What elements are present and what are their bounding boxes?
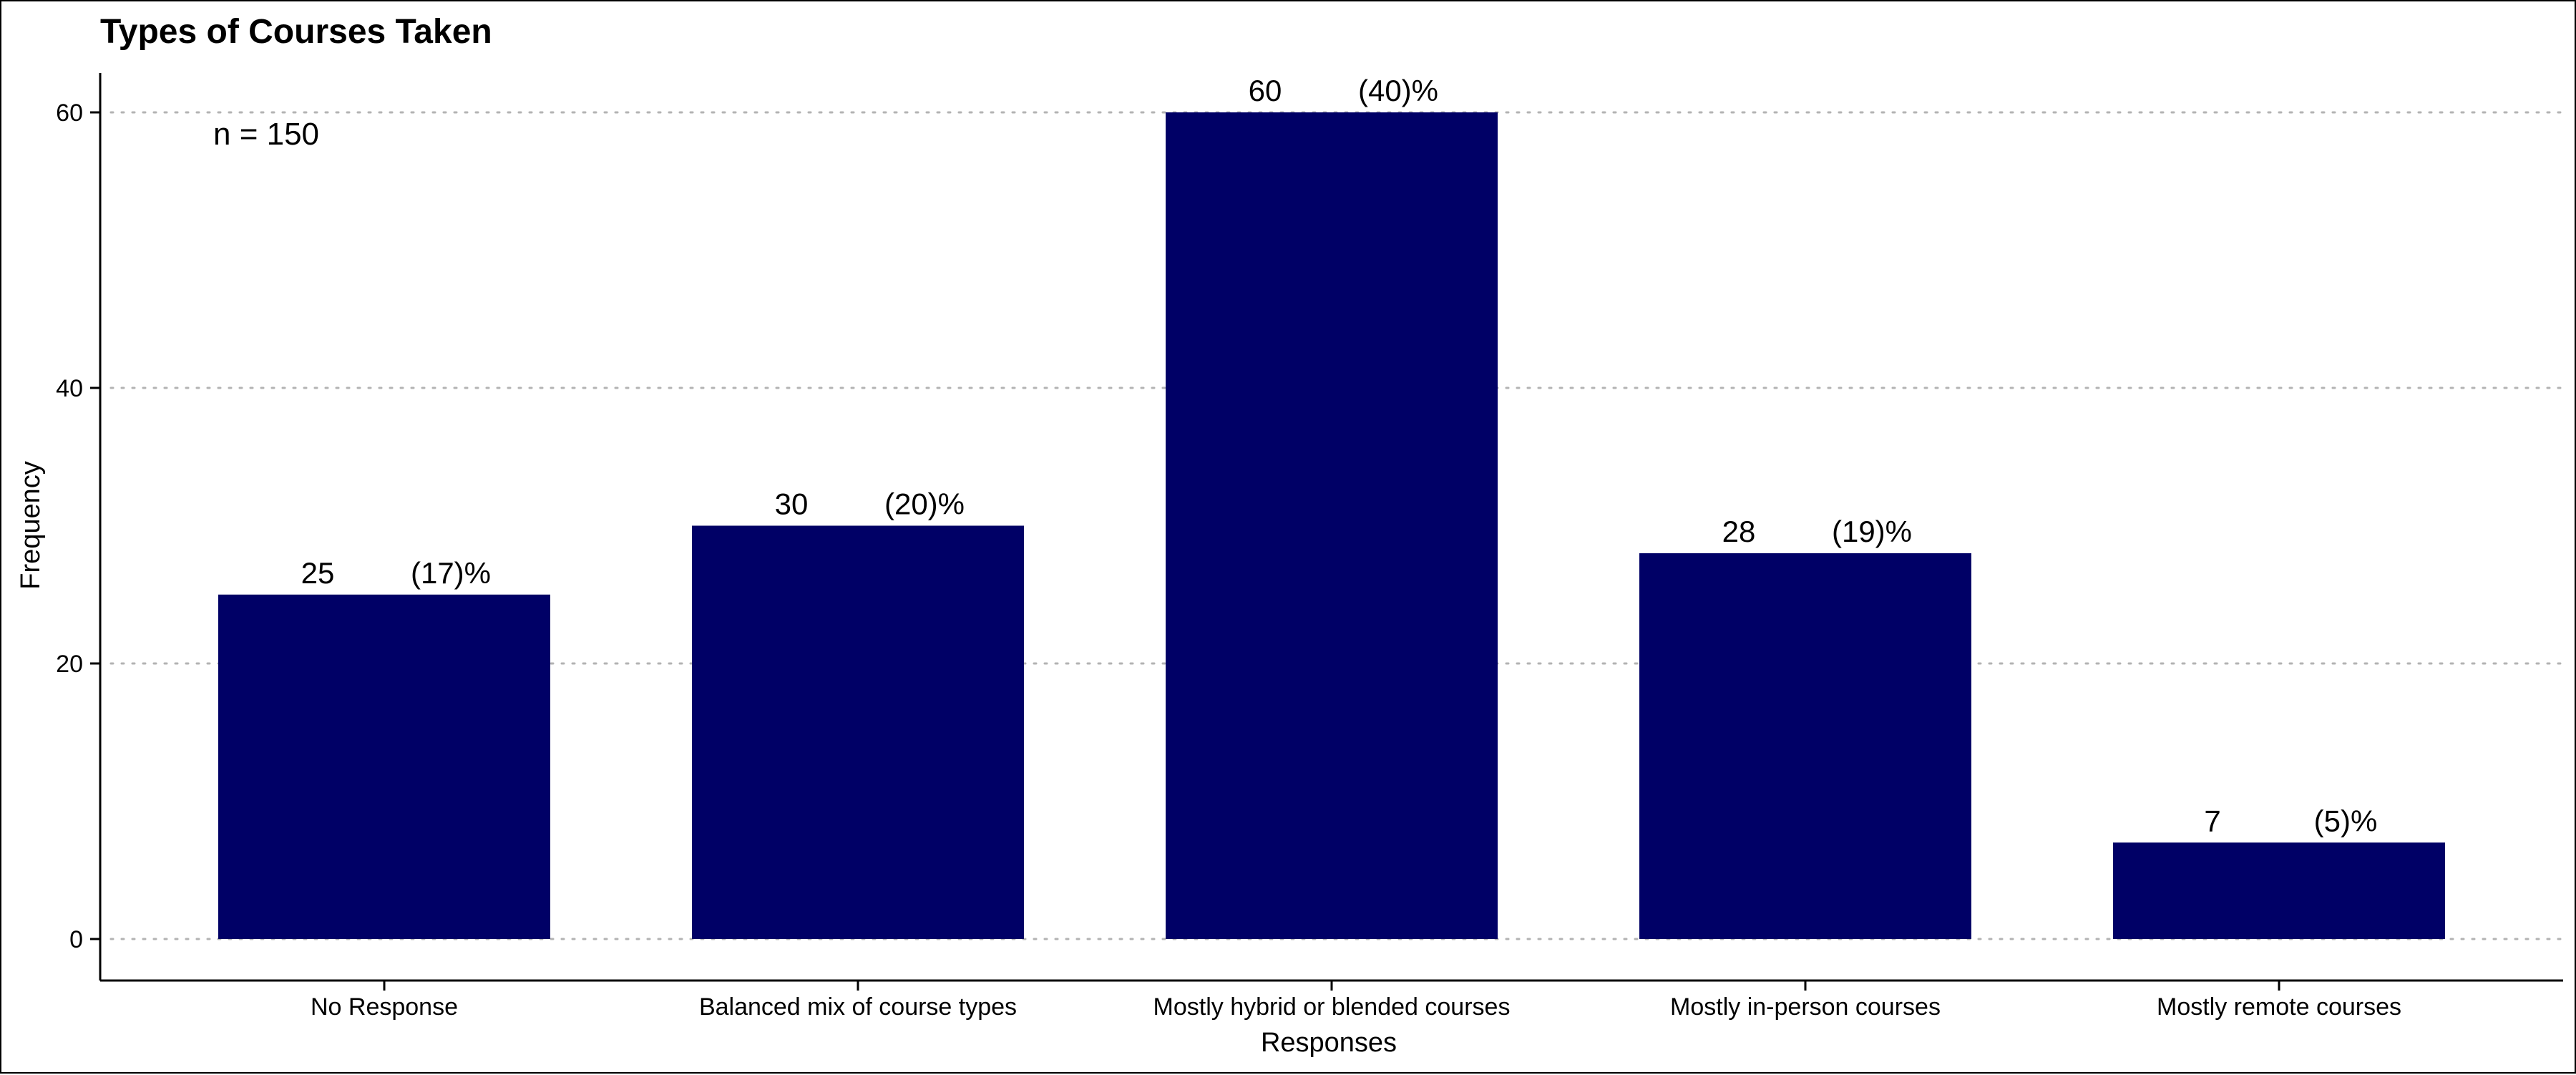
bar-0 bbox=[218, 594, 550, 939]
y-tick-label-0: 0 bbox=[69, 926, 83, 953]
sample-size-annotation: n = 150 bbox=[213, 117, 319, 152]
value-label-3: 28 bbox=[1722, 515, 1756, 548]
x-tick-label-4: Mostly remote courses bbox=[2157, 993, 2401, 1021]
x-tick-label-3: Mostly in-person courses bbox=[1670, 993, 1941, 1021]
y-tick-label-60: 60 bbox=[56, 99, 83, 127]
value-label-1: 30 bbox=[775, 487, 809, 521]
x-tick-label-2: Mostly hybrid or blended courses bbox=[1153, 993, 1511, 1021]
axes: No Response Balanced mix of course types M… bbox=[56, 73, 2563, 1021]
y-axis-title: Frequency bbox=[16, 461, 46, 590]
percent-label-3: (19)% bbox=[1832, 515, 1912, 548]
x-tick-label-0: No Response bbox=[311, 993, 458, 1021]
value-label-4: 7 bbox=[2204, 804, 2220, 837]
percent-label-4: (5)% bbox=[2314, 804, 2378, 837]
bar-1 bbox=[692, 525, 1024, 939]
value-label-2: 60 bbox=[1249, 74, 1282, 107]
bar-3 bbox=[1639, 553, 1971, 939]
data-labels: 25 (17)% 30 (20)% 60 (40)% 28 (19)% 7 (5)% bbox=[301, 74, 2378, 837]
y-tick-label-40: 40 bbox=[56, 375, 83, 402]
bars bbox=[218, 112, 2445, 939]
percent-label-1: (20)% bbox=[884, 487, 965, 521]
x-axis-title: Responses bbox=[1261, 1028, 1397, 1058]
y-tick-label-20: 20 bbox=[56, 651, 83, 678]
chart-title: Types of Courses Taken bbox=[100, 13, 492, 51]
bar-4 bbox=[2113, 842, 2445, 939]
percent-label-2: (40)% bbox=[1358, 74, 1438, 107]
x-tick-label-1: Balanced mix of course types bbox=[699, 993, 1017, 1021]
percent-label-0: (17)% bbox=[411, 556, 491, 590]
bar-2 bbox=[1166, 112, 1498, 939]
value-label-0: 25 bbox=[301, 556, 335, 590]
